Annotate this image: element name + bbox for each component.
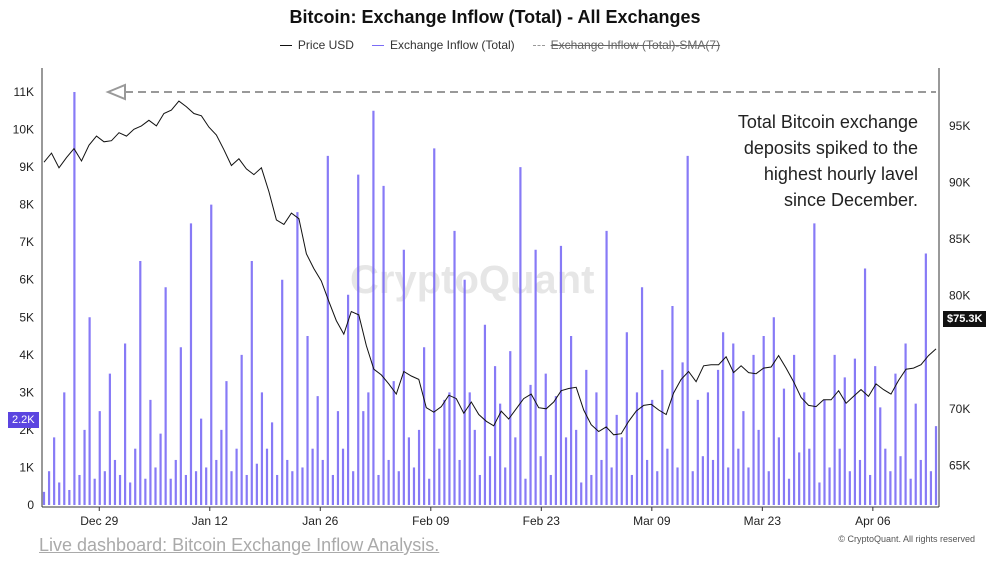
left-tick-label: 10K [13, 123, 34, 137]
x-tick-label: Dec 29 [80, 514, 118, 528]
x-tick-label: Jan 12 [192, 514, 228, 528]
annotation-text: Total Bitcoin exchange deposits spiked t… [678, 109, 918, 213]
annotation-line-1: Total Bitcoin exchange [737, 112, 918, 132]
legend-item-price[interactable]: Price USD [279, 38, 354, 52]
reference-line [105, 83, 936, 101]
x-tick-label: Feb 09 [412, 514, 450, 528]
copyright-credit: © CryptoQuant. All rights reserved [838, 534, 975, 544]
right-tick-label: 70K [949, 402, 970, 416]
legend-label-price: Price USD [297, 38, 354, 52]
left-tick-label: 8K [19, 198, 34, 212]
right-tick-label: 85K [949, 232, 970, 246]
price-value-badge: $75.3K [943, 311, 987, 327]
left-tick-label: 0 [27, 498, 34, 512]
legend-label-sma: Exchange Inflow (Total)-SMA(7) [550, 38, 721, 52]
legend-label-inflow: Exchange Inflow (Total) [389, 38, 515, 52]
right-tick-label: 80K [949, 289, 970, 303]
annotation-line-4: since December. [783, 190, 918, 210]
legend-swatch-sma [532, 44, 545, 46]
left-tick-label: 9K [19, 160, 34, 174]
annotation-line-3: highest hourly lavel [763, 164, 918, 184]
x-tick-label: Jan 26 [302, 514, 338, 528]
left-tick-label: 11K [14, 85, 34, 99]
dashboard-link[interactable]: Live dashboard: Bitcoin Exchange Inflow … [39, 535, 440, 555]
legend: Price USD Exchange Inflow (Total) Exchan… [0, 38, 1000, 52]
price-series-line [43, 100, 937, 436]
left-tick-label: 6K [19, 273, 34, 287]
legend-swatch-price [279, 44, 292, 46]
left-tick-label: 3K [19, 385, 34, 399]
reference-arrow-icon [105, 83, 126, 101]
left-tick-label: 1K [19, 460, 34, 474]
annotation-line-2: deposits spiked to the [743, 138, 918, 158]
left-tick-label: 5K [19, 310, 34, 324]
right-axis: 65K 70K 80K 85K 90K 95K [949, 119, 970, 472]
inflow-series [42, 92, 938, 505]
chart-title: Bitcoin: Exchange Inflow (Total) - All E… [289, 7, 701, 27]
legend-item-sma[interactable]: Exchange Inflow (Total)-SMA(7) [532, 38, 721, 52]
right-tick-label: 90K [949, 176, 970, 190]
x-tick-label: Mar 09 [633, 514, 671, 528]
right-tick-label: 95K [949, 119, 970, 133]
legend-item-inflow[interactable]: Exchange Inflow (Total) [371, 38, 515, 52]
right-tick-label: 65K [949, 458, 970, 472]
left-tick-label: 4K [19, 348, 34, 362]
x-axis: Dec 29 Jan 12 Jan 26 Feb 09 Feb 23 Mar 09 Mar … [80, 507, 891, 528]
watermark-logo: CryptoQuant [350, 258, 595, 302]
legend-swatch-inflow [371, 44, 384, 46]
inflow-value-badge: 2.2K [8, 412, 39, 428]
x-tick-label: Feb 23 [523, 514, 561, 528]
left-tick-label: 7K [19, 235, 34, 249]
x-tick-label: Mar 23 [744, 514, 782, 528]
x-tick-label: Apr 06 [855, 514, 891, 528]
